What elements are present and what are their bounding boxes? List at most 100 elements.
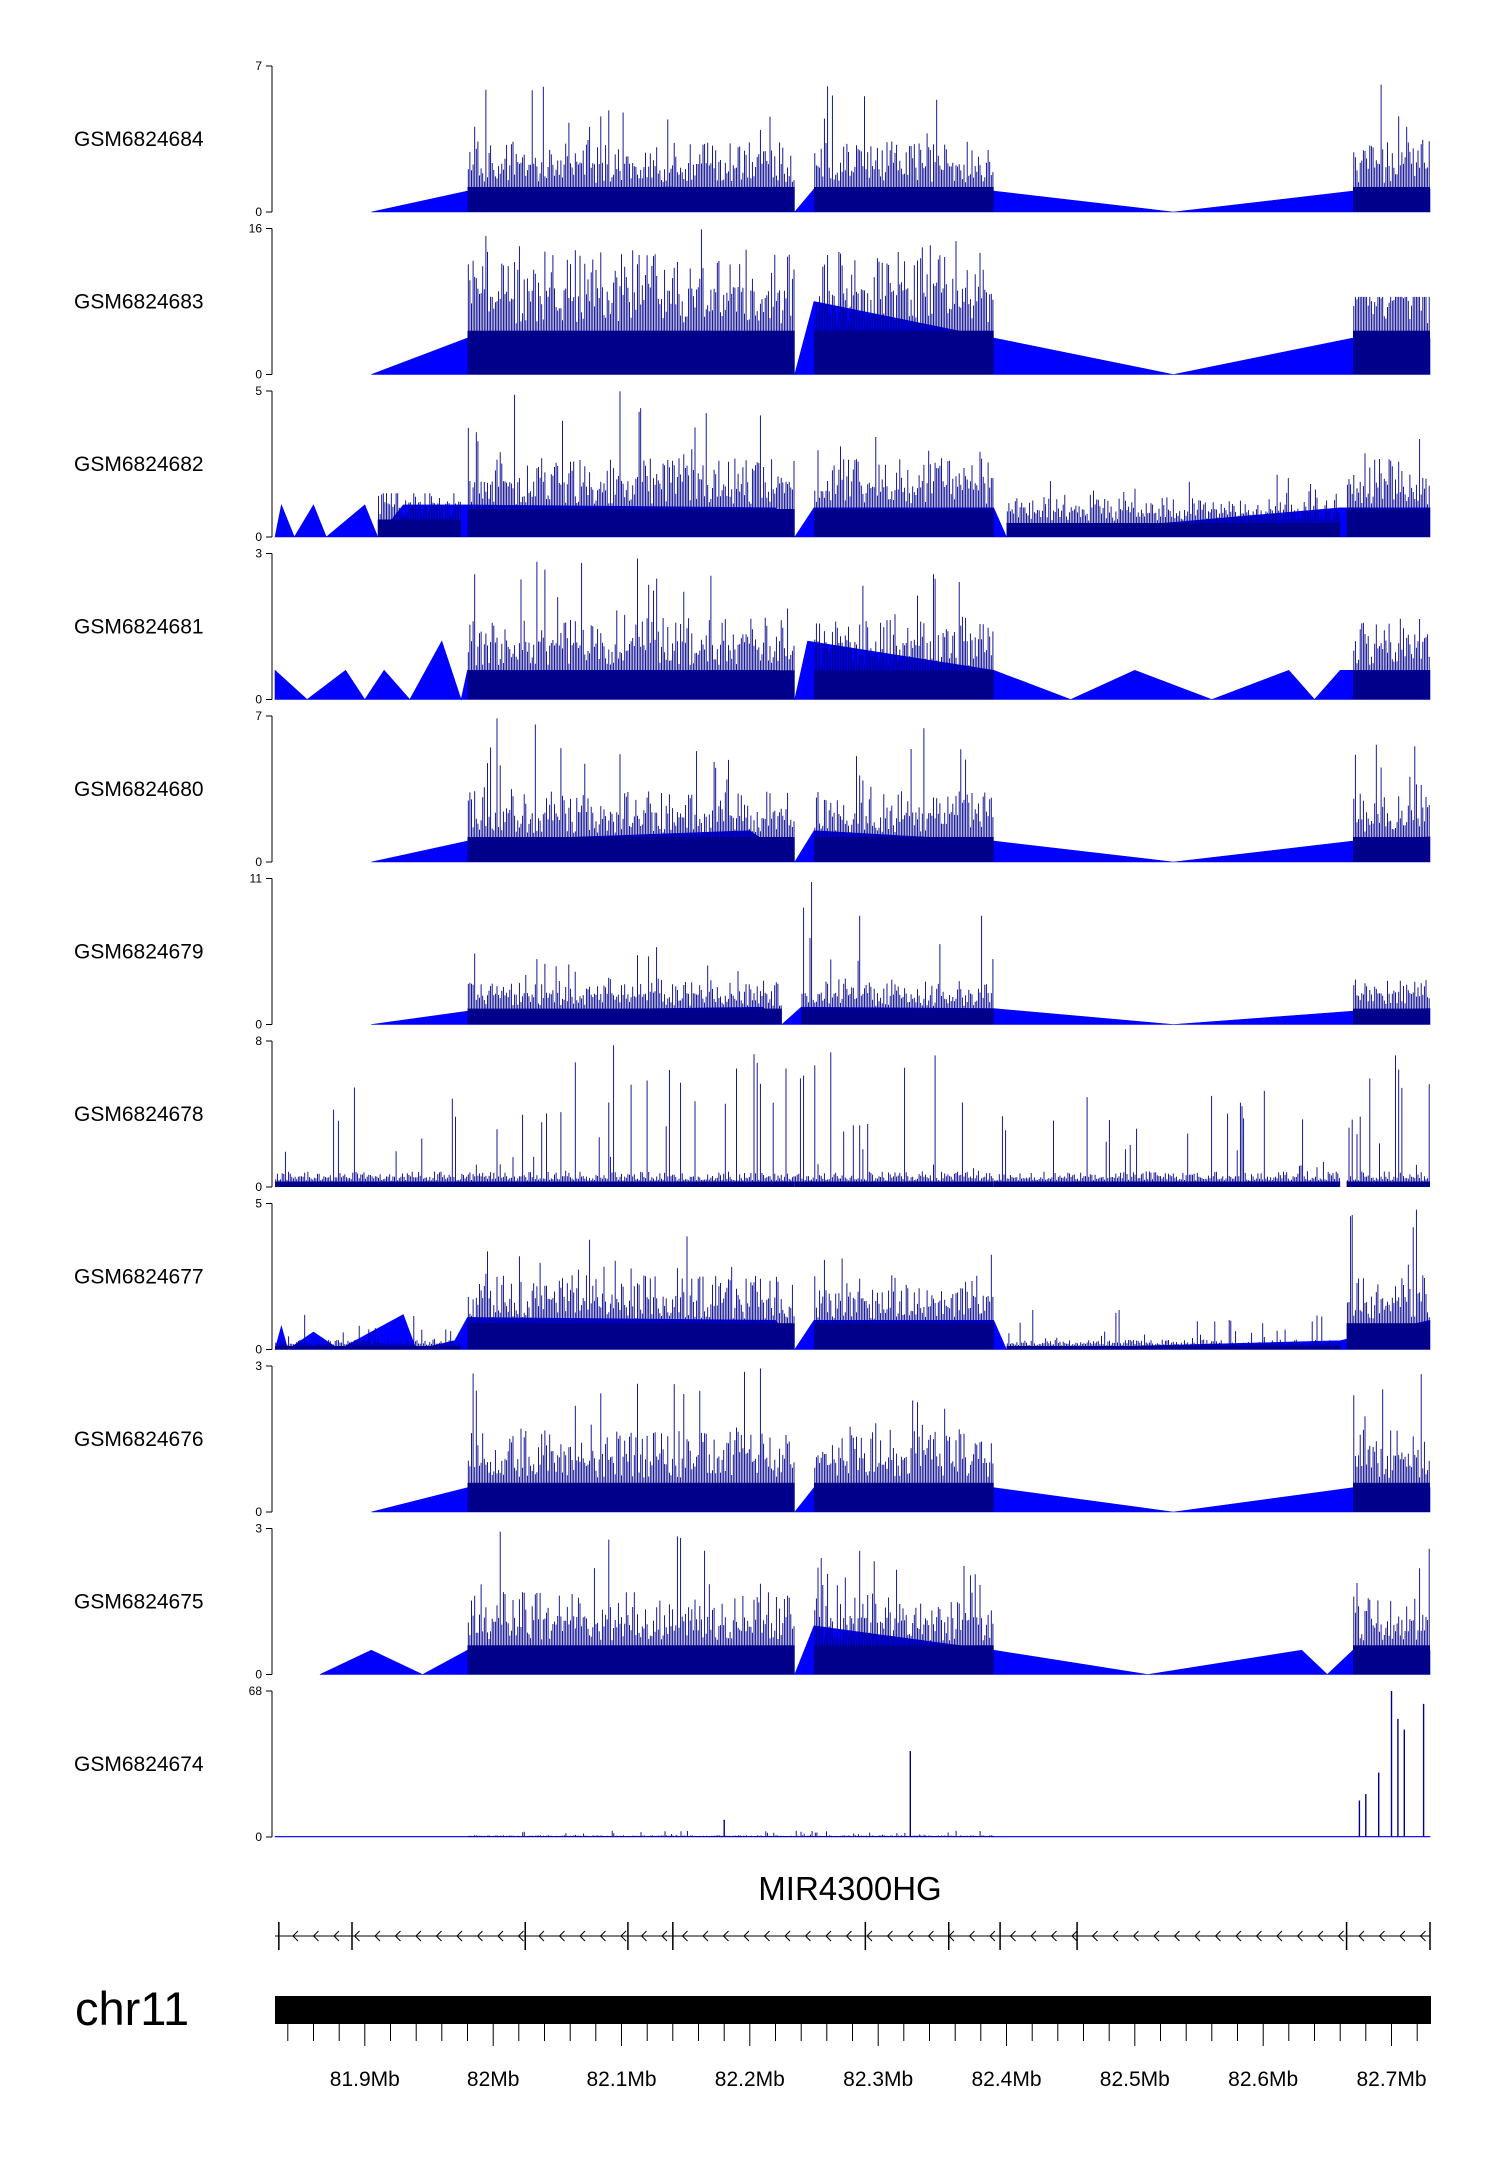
track-label: GSM6824674 <box>74 1753 204 1776</box>
track-label: GSM6824676 <box>74 1428 204 1451</box>
coverage-band <box>801 1008 994 1025</box>
gene-track: MIR4300HG <box>275 1870 1431 1950</box>
coverage-band <box>814 837 994 862</box>
coverage-bars <box>467 1236 795 1350</box>
y-axis-max-label: 7 <box>255 709 262 723</box>
coverage-bars <box>467 1830 994 1837</box>
chromosome-tick-label: 82.3Mb <box>843 2068 913 2091</box>
coverage-bars <box>1006 474 1340 537</box>
y-axis-max-label: 3 <box>255 547 262 561</box>
coverage-bars <box>1006 1310 1340 1350</box>
strand-arrows <box>292 1930 1426 1942</box>
track-GSM6824679: GSM6824679 11 0 <box>74 872 1431 1032</box>
coverage-bars <box>814 1400 994 1512</box>
coverage-band <box>814 1323 994 1350</box>
y-axis-max-label: 68 <box>249 1684 263 1698</box>
chromosome-label: chr11 <box>75 1982 189 2035</box>
y-axis-max-label: 11 <box>250 872 263 886</box>
coverage-bars <box>795 1052 994 1187</box>
coverage-bars <box>814 1254 994 1350</box>
y-axis-zero-label: 0 <box>255 1505 262 1519</box>
track-GSM6824677: GSM6824677 5 0 <box>74 1197 1431 1357</box>
track-GSM6824676: GSM6824676 3 0 <box>74 1359 1431 1519</box>
y-axis-zero-label: 0 <box>255 1668 262 1682</box>
track-GSM6824682: GSM6824682 5 0 <box>74 384 1431 544</box>
chromosome-tick-label: 82.7Mb <box>1356 2068 1426 2091</box>
chromosome-tick-label: 81.9Mb <box>330 2068 400 2091</box>
coverage-bars <box>814 574 994 700</box>
coverage-band <box>1353 187 1430 212</box>
coverage-bars <box>1353 1374 1430 1512</box>
coverage-band <box>1346 1181 1430 1187</box>
coverage-band <box>814 330 994 375</box>
coverage-bars <box>994 1090 1340 1187</box>
y-axis-max-label: 16 <box>249 222 263 236</box>
coverage-band <box>1353 1008 1430 1025</box>
track-label: GSM6824683 <box>74 291 204 314</box>
coverage-bars <box>814 86 994 212</box>
coverage-bars <box>1353 744 1430 862</box>
coverage-bars <box>1353 296 1430 375</box>
y-axis-zero-label: 0 <box>255 1830 262 1844</box>
coverage-band <box>794 1181 994 1187</box>
coverage-band <box>275 1181 468 1187</box>
coverage-band <box>814 670 994 700</box>
track-GSM6824684: GSM6824684 7 0 <box>74 59 1431 219</box>
chromosome-tick-label: 82.4Mb <box>971 2068 1041 2091</box>
y-axis-max-label: 7 <box>255 59 262 73</box>
chromosome-bar <box>275 1996 1431 2024</box>
coverage-bars <box>467 947 782 1025</box>
coverage-band <box>1346 1323 1430 1350</box>
chromosome-tick-label: 82Mb <box>467 2068 520 2091</box>
coverage-bars <box>467 1531 795 1675</box>
track-label: GSM6824678 <box>74 1103 204 1126</box>
y-axis-max-label: 5 <box>255 1197 262 1211</box>
track-label: GSM6824684 <box>74 128 204 151</box>
coverage-tracks: GSM682468470GSM6824683160GSM682468250GSM… <box>74 59 1431 1844</box>
track-label: GSM6824680 <box>74 778 204 801</box>
coverage-band <box>1353 670 1430 700</box>
coverage-bars <box>801 882 994 1025</box>
coverage-bars <box>814 728 994 862</box>
coverage-band <box>1353 1482 1430 1512</box>
y-axis-zero-label: 0 <box>255 1018 262 1032</box>
chromosome-tick-label: 82.1Mb <box>586 2068 656 2091</box>
coverage-band <box>275 1346 462 1350</box>
y-axis-zero-label: 0 <box>255 1343 262 1357</box>
track-label: GSM6824679 <box>74 941 204 964</box>
coverage-bars <box>814 437 994 537</box>
coverage-bars <box>814 1550 994 1675</box>
coverage-band <box>814 1482 994 1512</box>
y-axis-zero-label: 0 <box>255 855 262 869</box>
track-label: GSM6824675 <box>74 1591 204 1614</box>
track-GSM6824683: GSM6824683 16 0 <box>74 222 1431 382</box>
coverage-bars <box>1346 439 1430 537</box>
y-axis-zero-label: 0 <box>255 530 262 544</box>
coverage-band <box>814 187 994 212</box>
y-axis-max-label: 3 <box>255 1522 262 1536</box>
y-axis-zero-label: 0 <box>255 693 262 707</box>
track-GSM6824678: GSM6824678 8 0 <box>74 1034 1430 1194</box>
coverage-band <box>814 1645 994 1675</box>
coverage-bars <box>467 718 795 862</box>
coverage-band <box>1353 330 1430 375</box>
coverage-bars <box>467 391 795 537</box>
coverage-bars <box>275 1087 468 1187</box>
coverage-bars <box>1353 979 1430 1025</box>
coverage-band <box>1346 509 1430 537</box>
y-axis-zero-label: 0 <box>255 1180 262 1194</box>
coverage-bars <box>378 493 461 537</box>
coverage-bars <box>814 241 994 375</box>
coverage-band <box>814 509 994 537</box>
coverage-bars <box>275 1314 461 1350</box>
chromosome-tick-label: 82.5Mb <box>1100 2068 1170 2091</box>
track-GSM6824675: GSM6824675 3 0 <box>74 1522 1431 1682</box>
chromosome-tick-label: 82.6Mb <box>1228 2068 1298 2091</box>
y-axis-max-label: 5 <box>255 384 262 398</box>
coverage-bars <box>467 229 795 375</box>
coverage-bars <box>1353 84 1430 212</box>
track-label: GSM6824681 <box>74 616 204 639</box>
y-axis-zero-label: 0 <box>255 205 262 219</box>
coverage-band <box>377 519 462 537</box>
